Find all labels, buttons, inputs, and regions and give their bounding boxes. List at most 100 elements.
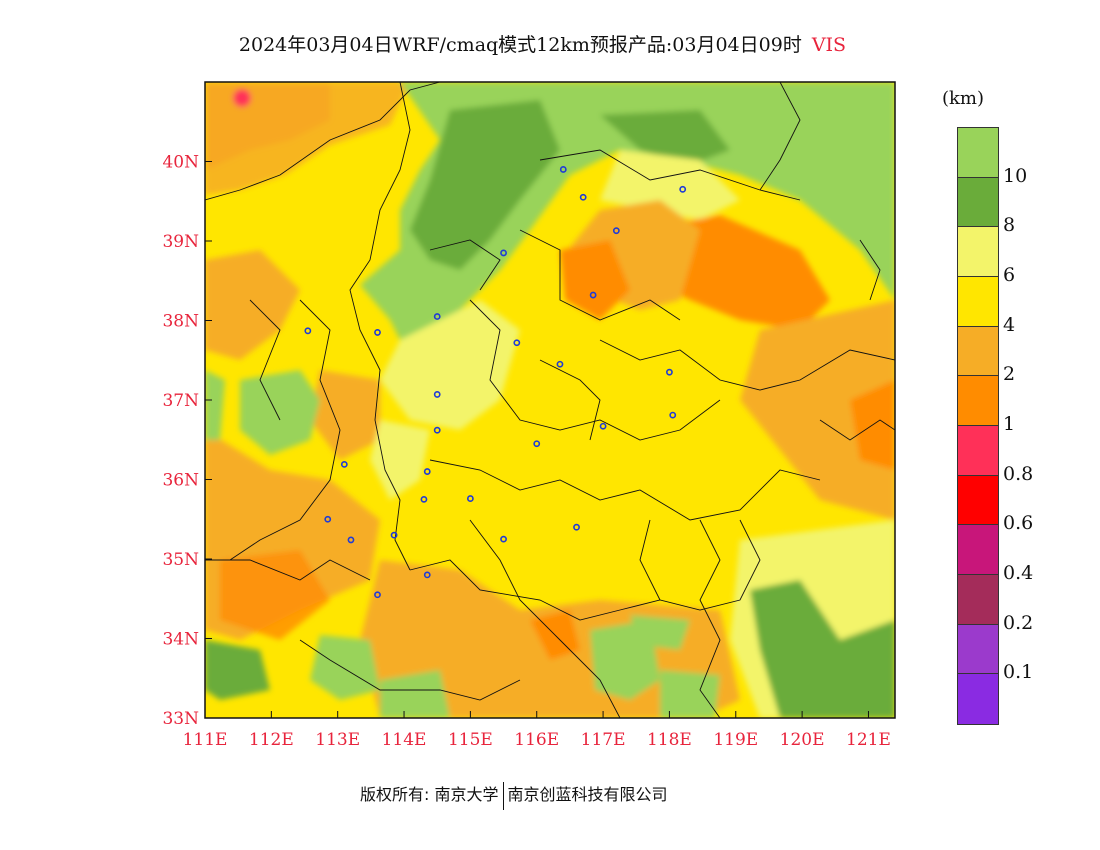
station-marker [513,339,521,347]
colorbar-swatch [958,525,998,575]
station-marker [669,411,677,419]
vis-region-green-s2 [660,670,720,718]
lon-tick-label: 115E [448,730,493,750]
station-marker [612,227,620,235]
vis-region-lightorange-east [740,300,895,520]
colorbar-swatch [958,426,998,476]
colorbar-swatch [958,177,998,228]
title-variable: VIS [811,34,847,56]
border-line-8 [229,299,341,561]
vis-region-green-westedge [205,370,225,440]
border-line-3 [409,519,761,621]
lon-tick-label: 113E [315,730,360,750]
lat-tick-label: 39N [162,232,199,252]
lon-tick-label: 114E [382,730,427,750]
station-marker [589,291,597,299]
border-line-10 [469,519,621,718]
border-line-9 [205,559,371,581]
lat-tick-label: 40N [162,153,199,173]
vis-region-green-s3 [630,615,690,650]
station-marker [390,531,398,539]
colorbar-label: 10 [1003,164,1028,187]
footer: 版权所有: 南京大学 南京创蓝科技有限公司 [360,781,668,810]
lat-tick-label: 38N [162,312,199,332]
vis-region-green-s5 [380,670,450,718]
colorbar-swatch [958,624,998,675]
lon-tick-label: 111E [183,730,228,750]
map-area [205,82,895,718]
station-marker [420,495,428,503]
footer-copyright: 版权所有: [360,785,430,804]
colorbar-swatch [958,575,998,625]
footer-separator [502,781,504,810]
vis-field-contours [205,82,895,718]
colorbar-swatch [958,674,998,724]
vis-region-lightyellow-north [600,150,740,220]
station-marker [533,440,541,448]
vis-region-red-spot [233,89,251,107]
border-line-13 [699,519,721,718]
border-line-11 [599,339,895,391]
lat-tick-label: 37N [162,391,199,411]
lon-tick-label: 120E [780,730,825,750]
station-marker [347,536,355,544]
longitude-labels: 111E 112E 113E 114E 115E 116E 117E 118E 119E 120E… [183,711,891,750]
title-main: 2024年03月04日WRF/cmaq模式12km预报产品:03月04日09时 [238,34,802,56]
lat-tick-label: 33N [162,709,199,729]
border-line-16 [539,359,601,441]
vis-region-lightyellow-central [380,300,520,430]
station-marker [466,495,474,502]
vis-region-lightorange-west [205,250,300,360]
vis-region-green-s4 [310,635,380,700]
station-marker [500,535,507,543]
station-marker [599,422,607,430]
colorbar-label: 0.4 [1003,562,1034,584]
footer-org2: 南京创蓝科技有限公司 [507,785,668,804]
vis-region-darkgreen-sw [205,640,270,700]
colorbar-swatch [958,128,998,178]
lat-tick-label: 34N [162,630,199,650]
border-line-1 [205,82,441,201]
station-marker [374,591,381,599]
vis-region-lightorange [205,82,410,195]
colorbar-label: 4 [1003,313,1016,336]
vis-region-lightorange-w2 [310,370,380,460]
border-line-20 [859,239,881,301]
border-line-12 [819,419,895,441]
station-marker [304,327,312,335]
colorbar-label: 6 [1003,264,1016,286]
colorbar-label: 2 [1003,363,1016,386]
station-marker [573,523,580,531]
station-marker [423,571,431,579]
latitude-labels: 40N 39N 38N 37N 36N 35N 34N 33N [162,153,212,729]
station-marker [579,193,587,201]
colorbar-swatch [958,475,998,526]
station-marker [500,249,507,257]
colorbar-swatch [958,227,998,277]
lon-tick-label: 117E [581,730,626,750]
border-line-17 [639,519,661,601]
vis-region-darkgreen-se2 [840,620,895,718]
border-line-14 [249,299,281,421]
colorbar-label: 0.1 [1003,661,1034,684]
lon-tick-label: 119E [713,730,758,750]
lon-tick-label: 116E [514,730,559,750]
vis-region-green-west [240,370,320,455]
colorbar-swatch [958,326,998,377]
border-line-6 [469,299,721,441]
border-line-5 [519,229,681,321]
lon-tick-label: 118E [647,730,692,750]
vis-region-darkgreen-se [750,580,860,718]
vis-region-darkgreen-ne [600,110,730,165]
station-marker [433,313,441,320]
border-line-18 [299,639,521,701]
vis-region-orange-tianjin [560,240,630,320]
colorbar-label: 1 [1003,413,1016,435]
lon-tick-label: 121E [846,730,891,750]
colorbar-swatch [958,277,998,327]
station-markers [304,166,687,599]
border-line-4 [539,149,801,201]
lat-tick-label: 35N [162,550,199,570]
vis-region-darkgreen-north [410,100,560,270]
